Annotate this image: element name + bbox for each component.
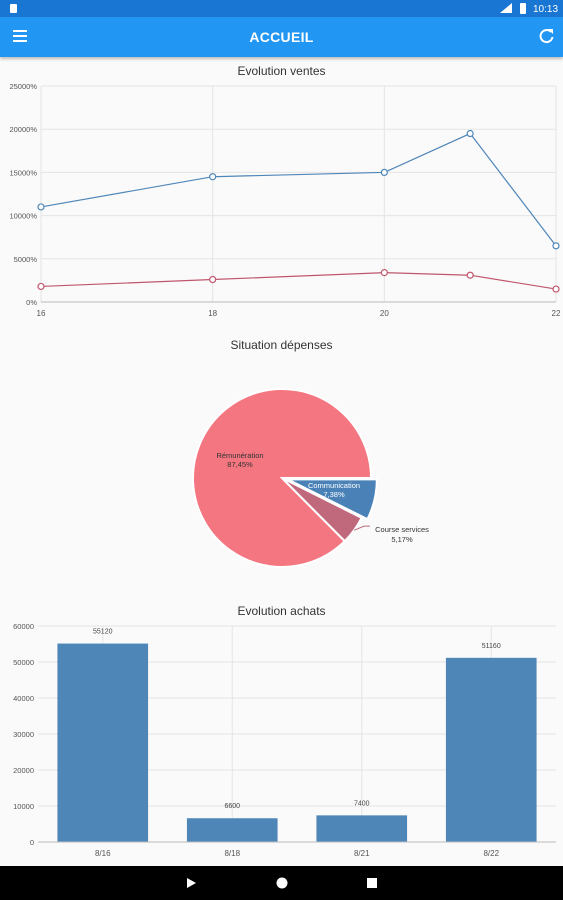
bar [186,818,278,842]
data-point [552,285,560,293]
data-point [37,203,45,211]
recents-button[interactable] [367,878,377,888]
bar [316,815,408,842]
data-point [552,242,560,250]
data-point [209,173,217,181]
signal-icon [500,3,512,13]
bar-value-label: 7400 [354,800,370,807]
series-line [40,272,557,290]
bar [57,643,149,842]
data-point [209,275,217,284]
app-bar: ACCUEIL [0,17,563,57]
slice-label: Communication [308,481,360,490]
series-line [40,132,557,247]
y-tick-label: 25000% [9,82,37,91]
y-tick-label: 50000 [13,658,34,667]
slice-label: Rémunération [216,451,263,460]
y-tick-label: 30000 [13,730,34,739]
sd-card-icon [10,4,17,13]
x-tick-label: 8/21 [354,849,370,858]
y-tick-label: 20000% [9,125,37,134]
refresh-icon[interactable] [537,27,557,47]
slice-value-label: 7,38% [323,490,345,499]
x-tick-label: 8/18 [224,849,240,858]
y-tick-label: 0% [26,298,37,307]
x-tick-label: 20 [380,309,389,318]
data-point [380,269,388,277]
slice-label: Course services [375,525,429,534]
y-tick-label: 20000 [13,766,34,775]
leader-line [353,525,370,531]
data-point [380,168,388,177]
purchases-chart-title: Evolution achats [237,604,326,618]
bar-value-label: 55120 [93,629,113,636]
bar-value-label: 51160 [482,643,501,650]
battery-icon [520,3,526,14]
x-tick-label: 22 [552,309,561,318]
bar-value-label: 6600 [224,803,240,810]
status-bar: 10:13 [0,0,563,17]
pie-slice [281,477,363,543]
bar [445,657,537,842]
pie-slice [287,478,378,521]
y-tick-label: 10000 [13,802,34,811]
data-point [466,271,474,279]
y-tick-label: 15000% [9,168,37,177]
sales-chart-title: Evolution ventes [237,64,326,78]
navigation-bar [0,866,563,900]
x-tick-label: 8/22 [483,849,499,858]
data-point [466,129,474,138]
y-tick-label: 10000% [9,212,37,221]
y-tick-label: 5000% [14,255,38,264]
x-tick-label: 16 [37,309,46,318]
status-time: 10:13 [533,4,558,15]
back-button[interactable] [187,878,196,888]
sales-line-chart[interactable]: 0% 5000% 10000% 15000% 20000% 25000% 16 18 20 22 [0,62,563,332]
x-tick-label: 8/16 [95,849,111,858]
y-tick-label: 0 [30,838,34,847]
y-tick-label: 40000 [13,694,34,703]
home-button[interactable] [276,877,288,889]
x-tick-label: 18 [208,309,217,318]
menu-icon[interactable] [12,27,32,47]
slice-value-label: 87,45% [227,460,253,469]
slice-value-label: 5,17% [391,535,413,544]
purchases-bar-chart[interactable]: 0 10000 20000 30000 40000 50000 60000 55120 8/16… [0,618,563,863]
page-title: ACCUEIL [249,29,314,45]
expenses-chart-title: Situation dépenses [230,338,333,352]
y-tick-label: 60000 [13,622,34,631]
data-point [37,282,45,291]
